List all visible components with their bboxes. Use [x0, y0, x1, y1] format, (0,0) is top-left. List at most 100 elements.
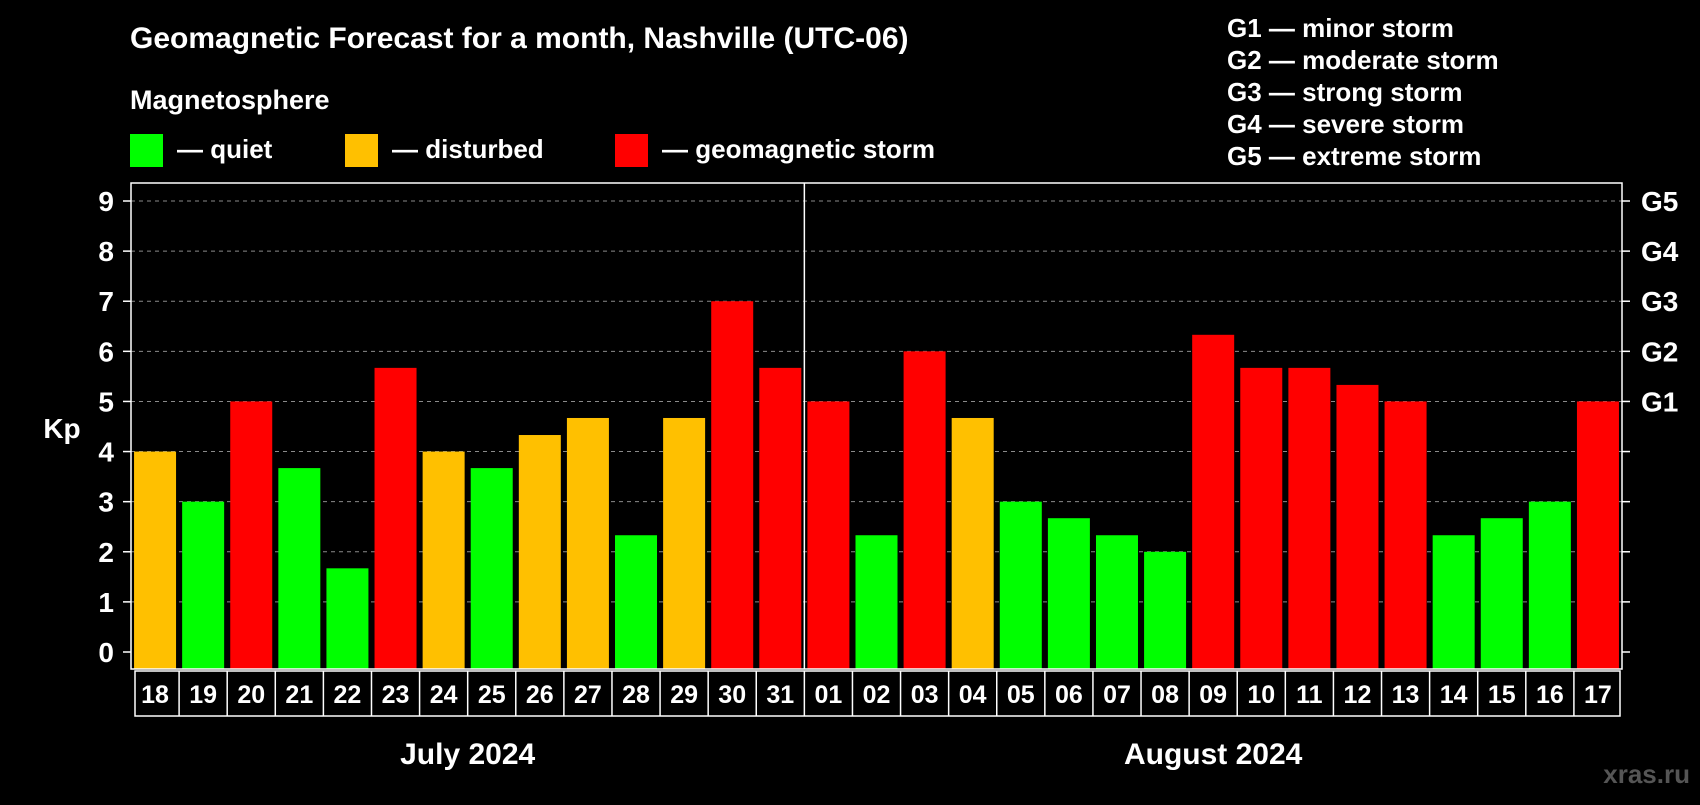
x-tick-label: 11 — [1296, 681, 1323, 709]
x-tick-label: 07 — [1103, 681, 1131, 709]
storm-scale-g3: G3 — strong storm — [1227, 77, 1462, 107]
g-level-label: G1 — [1641, 386, 1678, 417]
storm-scale-legend: G1 — minor storm G2 — moderate storm G3 … — [1227, 13, 1499, 171]
bar-25 — [470, 468, 513, 669]
legend-swatch-disturbed — [345, 134, 378, 167]
bar-29 — [663, 417, 706, 669]
x-tick-label: 15 — [1488, 681, 1516, 709]
x-tick-label: 23 — [382, 681, 410, 709]
bar-21 — [278, 468, 321, 669]
x-tick-label: 09 — [1199, 681, 1227, 709]
x-tick-label: 08 — [1151, 681, 1179, 709]
storm-scale-g1: G1 — minor storm — [1227, 13, 1454, 43]
y-tick-label: 2 — [98, 537, 114, 568]
bar-13 — [1384, 401, 1427, 669]
y-tick-label: 6 — [98, 336, 114, 367]
chart-title: Geomagnetic Forecast for a month, Nashvi… — [130, 22, 909, 55]
y-tick-label: 4 — [98, 437, 114, 468]
y-tick-label: 9 — [98, 186, 114, 217]
x-tick-label: 21 — [285, 681, 313, 709]
x-tick-label: 13 — [1392, 681, 1420, 709]
legend: — quiet — disturbed — geomagnetic storm — [130, 134, 935, 167]
x-tick-label: 31 — [766, 681, 794, 709]
x-tick-label: 24 — [430, 681, 458, 709]
y-tick-label: 5 — [98, 386, 114, 417]
legend-label-quiet: — quiet — [177, 134, 273, 164]
bar-20 — [230, 401, 273, 669]
bar-30 — [711, 301, 754, 669]
x-tick-label: 27 — [574, 681, 602, 709]
storm-scale-g4: G4 — severe storm — [1227, 109, 1464, 139]
bar-01 — [807, 401, 850, 669]
bar-17 — [1576, 401, 1619, 669]
g-level-label: G3 — [1641, 286, 1678, 317]
day-label-row — [134, 670, 1621, 717]
x-tick-label: 05 — [1007, 681, 1035, 709]
bar-28 — [615, 535, 658, 669]
y-tick-label: 1 — [98, 587, 114, 618]
x-tick-label: 12 — [1344, 681, 1372, 709]
bar-11 — [1288, 367, 1331, 669]
bar-08 — [1144, 551, 1187, 669]
bar-15 — [1480, 518, 1523, 669]
x-tick-label: 03 — [911, 681, 939, 709]
x-tick-label: 18 — [141, 681, 169, 709]
x-tick-label: 19 — [189, 681, 217, 709]
bar-03 — [903, 351, 946, 669]
x-tick-label: 29 — [670, 681, 698, 709]
bar-24 — [422, 451, 465, 669]
plot-border — [130, 182, 1623, 670]
y-tick-label: 3 — [98, 487, 114, 518]
bar-19 — [182, 501, 225, 669]
bar-14 — [1432, 535, 1475, 669]
y-tick-label: 7 — [98, 286, 114, 317]
bar-23 — [374, 367, 417, 669]
bar-09 — [1192, 334, 1235, 669]
y-axis: 0 1 2 3 4 5 6 7 8 9 G1 G2 G3 G4 G5 — [98, 186, 1678, 668]
x-tick-label: 16 — [1536, 681, 1564, 709]
legend-label-storm: — geomagnetic storm — [662, 134, 935, 164]
legend-swatch-storm — [615, 134, 648, 167]
bar-05 — [999, 501, 1042, 669]
x-tick-label: 22 — [334, 681, 362, 709]
y-axis-label: Kp — [43, 413, 80, 444]
legend-heading: Magnetosphere — [130, 85, 330, 115]
x-tick-label: 26 — [526, 681, 554, 709]
storm-scale-g2: G2 — moderate storm — [1227, 45, 1499, 75]
legend-label-disturbed: — disturbed — [392, 134, 544, 164]
bar-12 — [1336, 384, 1379, 669]
y-tick-label: 8 — [98, 236, 114, 267]
plot-frame — [130, 182, 1623, 670]
x-tick-label: 20 — [237, 681, 265, 709]
x-tick-label: 10 — [1247, 681, 1275, 709]
watermark: xras.ru — [1603, 759, 1690, 789]
y-tick-label: 0 — [98, 637, 114, 668]
bar-22 — [326, 568, 369, 669]
bar-16 — [1528, 501, 1571, 669]
g-level-label: G5 — [1641, 186, 1678, 217]
month-label-1: August 2024 — [1124, 738, 1303, 771]
x-tick-label: 17 — [1584, 681, 1612, 709]
bar-04 — [951, 417, 994, 669]
x-tick-label: 02 — [863, 681, 891, 709]
x-tick-label: 28 — [622, 681, 650, 709]
x-axis: 18 19 20 21 22 23 24 25 26 27 28 29 30 31 01 02 03 04 05 06… — [134, 670, 1621, 771]
x-tick-label: 04 — [959, 681, 987, 709]
bar-31 — [759, 367, 802, 669]
g-level-label: G4 — [1641, 236, 1679, 267]
legend-swatch-quiet — [130, 134, 163, 167]
bar-10 — [1240, 367, 1283, 669]
month-label-0: July 2024 — [400, 738, 535, 771]
x-tick-label: 30 — [718, 681, 746, 709]
bar-07 — [1095, 535, 1138, 669]
g-level-label: G2 — [1641, 336, 1678, 367]
x-tick-label: 14 — [1440, 681, 1468, 709]
bar-18 — [134, 451, 177, 669]
bar-27 — [566, 417, 609, 669]
x-tick-label: 01 — [814, 681, 842, 709]
storm-scale-g5: G5 — extreme storm — [1227, 141, 1481, 171]
bar-02 — [855, 535, 898, 669]
bars — [134, 301, 1619, 669]
bar-06 — [1047, 518, 1090, 669]
